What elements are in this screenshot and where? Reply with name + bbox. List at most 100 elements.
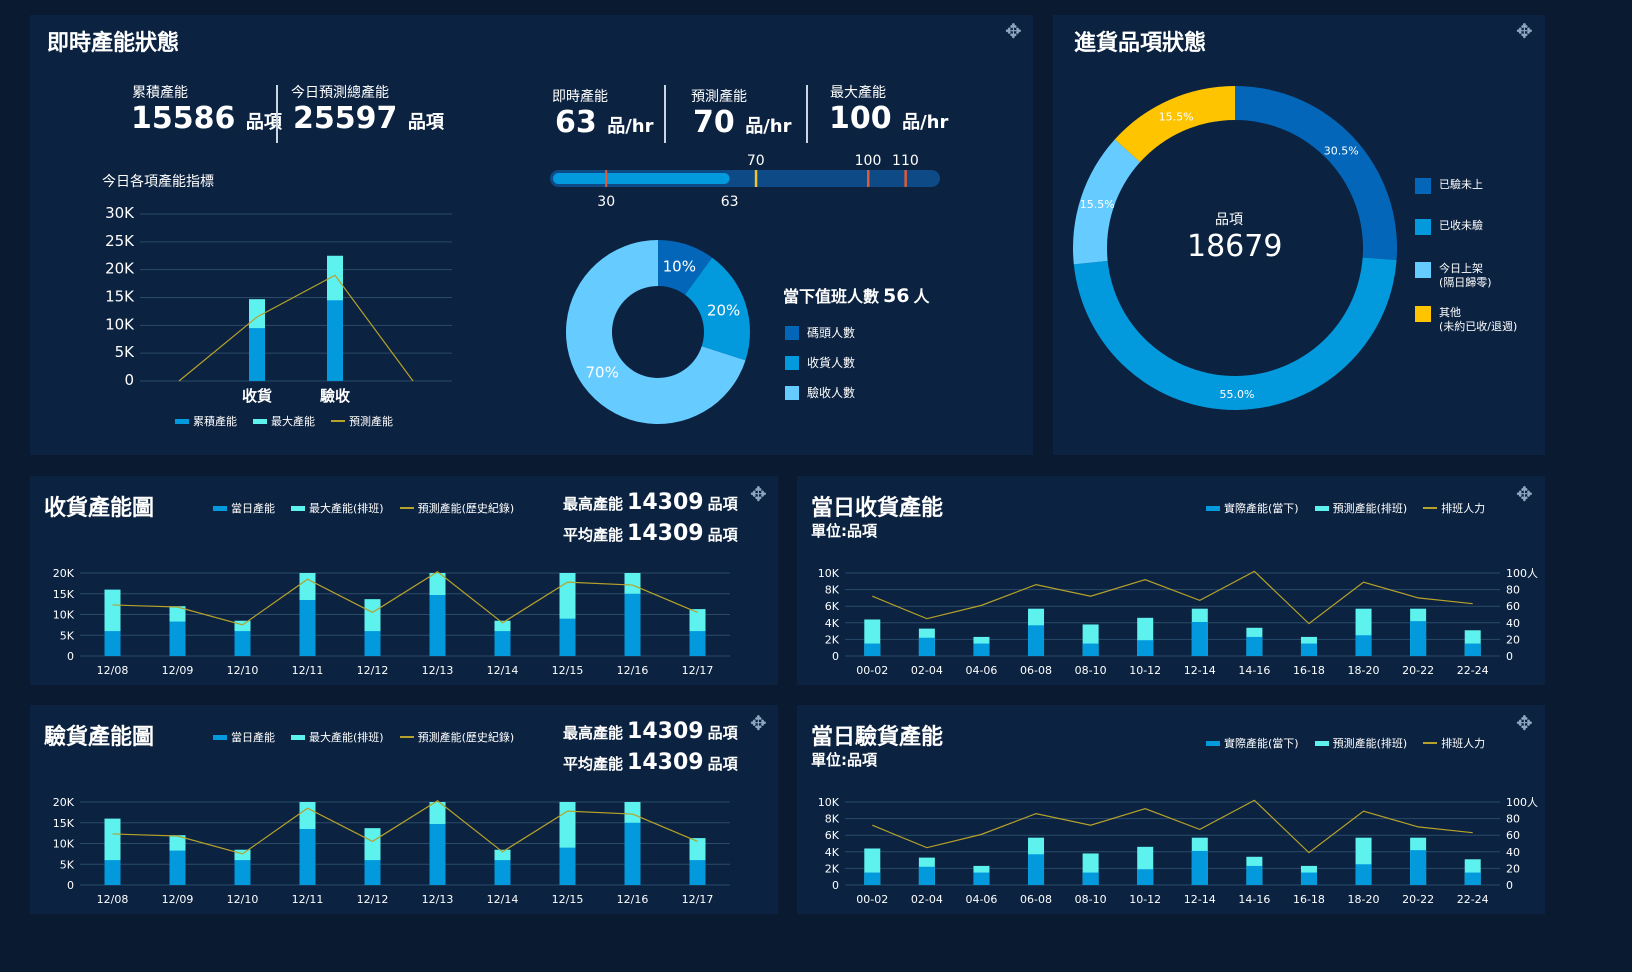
y-tick-label: 10K — [818, 796, 840, 809]
bar-current — [1300, 643, 1317, 656]
panel-subtitle: 單位:品項 — [811, 522, 877, 540]
y-right-tick-label: 20 — [1506, 862, 1520, 875]
x-tick-label: 12/16 — [617, 893, 649, 906]
x-tick-label: 08-10 — [1075, 893, 1107, 906]
bar-current — [1082, 872, 1099, 885]
gauge-marker — [754, 170, 758, 187]
x-tick-label: 02-04 — [911, 664, 943, 677]
move-icon[interactable]: ✥ — [1005, 19, 1022, 43]
legend-item: 實際產能(當下) — [1206, 500, 1299, 516]
forecast-total-value: 25597 品項 — [293, 101, 444, 136]
y-tick-label: 8K — [825, 813, 840, 826]
bar-current — [689, 631, 706, 656]
y-right-tick-label: 0 — [1506, 879, 1513, 892]
slice-label: 15.5% — [1080, 198, 1115, 211]
x-tick-label: 12/15 — [552, 893, 584, 906]
bar-current — [559, 847, 576, 885]
x-tick-label: 02-04 — [911, 893, 943, 906]
y-tick-label: 4K — [825, 846, 840, 859]
x-tick-label: 12/12 — [357, 664, 389, 677]
x-tick-label: 12/16 — [617, 664, 649, 677]
divider — [806, 85, 808, 143]
x-tick-label: 18-20 — [1348, 664, 1380, 677]
gauge-fill — [553, 173, 730, 184]
move-icon[interactable]: ✥ — [750, 711, 767, 735]
x-tick-label: 12/13 — [422, 664, 454, 677]
y-tick-label: 20K — [105, 260, 135, 278]
x-tick-label: 06-08 — [1020, 893, 1052, 906]
legend-label: 當日產能 — [231, 502, 275, 515]
x-tick-label: 12/14 — [487, 893, 519, 906]
move-icon[interactable]: ✥ — [750, 482, 767, 506]
forecast-line — [178, 274, 414, 382]
y-tick-label: 20K — [53, 796, 75, 809]
bar-current — [364, 860, 381, 885]
y-right-tick-label: 40 — [1506, 617, 1520, 630]
legend-label: 預測產能(歷史紀錄) — [417, 502, 515, 515]
forecast-line — [112, 800, 698, 855]
legend-item: 預測產能(歷史紀錄) — [399, 500, 515, 516]
bar-current — [169, 621, 186, 656]
legend-item: 碼頭人數 — [785, 326, 855, 340]
x-tick-label: 12-14 — [1184, 664, 1216, 677]
donut-slice — [1073, 139, 1141, 265]
donut-slice — [685, 257, 750, 361]
y-tick-label: 4K — [825, 617, 840, 630]
y-tick-label: 15K — [105, 288, 135, 306]
move-icon[interactable]: ✥ — [1516, 711, 1533, 735]
legend-item: 排班人力 — [1423, 735, 1485, 751]
value: 25597 — [293, 101, 398, 136]
legend-label: 實際產能(當下) — [1224, 737, 1299, 750]
x-tick-label: 18-20 — [1348, 893, 1380, 906]
stat-value: 14309 — [627, 750, 704, 775]
bar-current — [864, 643, 881, 656]
bar-current — [1355, 635, 1372, 656]
stat-label: 最高產能 — [563, 495, 624, 513]
y-right-tick-label: 40 — [1506, 846, 1520, 859]
bar-current — [1300, 872, 1317, 885]
legend-label: 預測產能(排班) — [1332, 737, 1408, 750]
divider — [276, 85, 278, 143]
y-right-tick-label: 100人 — [1506, 796, 1538, 809]
x-tick-label: 10-12 — [1129, 893, 1161, 906]
inspect-bar-chart: 0 5K 10K 15K 20K 12/08 12/09 12/10 12/11 12/12 12/… — [53, 796, 730, 906]
gauge-value-label: 63 — [721, 194, 739, 210]
legend-label: 累積產能 — [193, 415, 237, 428]
bar-current — [1410, 850, 1427, 885]
unit: 品/hr — [607, 116, 654, 137]
y-tick-label: 0 — [832, 879, 839, 892]
x-tick-label: 22-24 — [1457, 664, 1489, 677]
legend-item: 預測產能(排班) — [1314, 500, 1407, 516]
legend-item: 今日上架 (隔日歸零) — [1415, 262, 1517, 290]
inbound-legend: 已驗未上 已收未驗 今日上架 (隔日歸零) 其他 (未約已收/退週) — [1415, 178, 1517, 355]
unit: 品項 — [245, 112, 282, 133]
staff-legend: 碼頭人數 收貨人數 驗收人數 — [785, 326, 855, 421]
panel-title: 驗貨產能圖 — [44, 725, 155, 750]
bar-current — [249, 328, 265, 381]
bar-current — [559, 618, 576, 656]
move-icon[interactable]: ✥ — [1516, 19, 1533, 43]
gauge-marker — [904, 170, 907, 187]
move-icon[interactable]: ✥ — [1516, 482, 1533, 506]
donut-slice — [566, 240, 746, 424]
inbound-status-panel: 進貨品項狀態 ✥ 30.5% 55.0% 15.5% 15.5% 品項 18679 已… — [1053, 15, 1545, 455]
x-tick-label: 20-22 — [1402, 893, 1434, 906]
legend-item: 累積產能 — [175, 413, 237, 429]
legend-item: 當日產能 — [213, 500, 275, 516]
max-capacity: 最高產能 14309 品項 — [563, 719, 738, 744]
bar-current — [299, 828, 316, 885]
index-chart-title: 今日各項產能指標 — [102, 174, 214, 190]
legend-label: 實際產能(當下) — [1224, 502, 1299, 515]
bar-current — [973, 872, 990, 885]
maximum-value: 100 品/hr — [829, 101, 948, 136]
bar-current — [973, 643, 990, 656]
bar-current — [1137, 869, 1154, 885]
bar-current — [327, 300, 343, 381]
bar-current — [624, 822, 641, 885]
divider — [664, 85, 666, 143]
x-tick-label: 20-22 — [1402, 664, 1434, 677]
slice-label: 15.5% — [1159, 110, 1194, 123]
x-tick-label: 10-12 — [1129, 664, 1161, 677]
receive-chart-panel: 收貨產能圖 ✥ 當日產能 最大產能(排班) 預測產能(歷史紀錄) 最高產能 143… — [30, 476, 778, 685]
